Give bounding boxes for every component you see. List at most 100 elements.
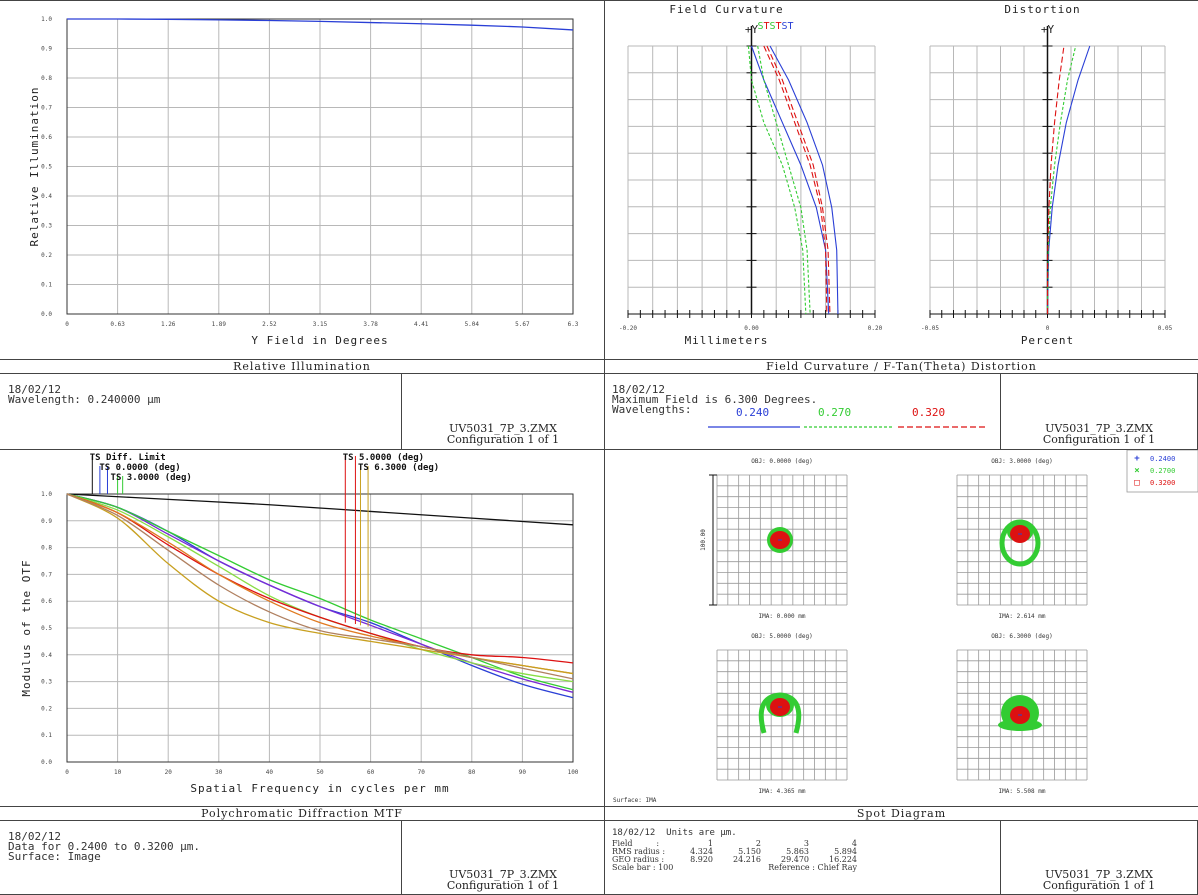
mtf-xtick-label: 60 bbox=[367, 769, 375, 776]
relative-illumination-caption: Relative Illumination bbox=[233, 360, 371, 373]
fc-series-line bbox=[763, 45, 828, 315]
spot-green-base bbox=[998, 719, 1042, 731]
mtf-legend-label: TS 5.0000 (deg) bbox=[343, 453, 424, 463]
spot-caption: Spot Diagram bbox=[856, 807, 947, 820]
mtf-xtick-label: 90 bbox=[519, 769, 527, 776]
spot-legend-symbol: □ bbox=[1134, 478, 1140, 488]
mtf-series-line bbox=[66, 493, 574, 675]
mtf-xtick-label: 10 bbox=[114, 769, 122, 776]
fc-file-name: UV5031_7P_3.ZMX bbox=[1045, 422, 1153, 435]
ri-ytick-label: 0.0 bbox=[41, 311, 52, 318]
mtf-legend-label: TS 3.0000 (deg) bbox=[111, 473, 192, 483]
ri-configuration: Configuration 1 of 1 bbox=[446, 433, 560, 446]
ri-ytick-label: 0.3 bbox=[41, 223, 52, 230]
spot-legend-label: 0.3200 bbox=[1150, 479, 1175, 487]
spot-ima-label: IMA: 4.365 mm bbox=[759, 788, 806, 795]
mtf-xtick-label: 30 bbox=[215, 769, 223, 776]
mtf-xtick-label: 70 bbox=[418, 769, 426, 776]
ri-ytick-label: 0.4 bbox=[41, 193, 52, 200]
spot-row-geo: GEO radius : 8.920 24.216 29.470 16.224 bbox=[608, 856, 861, 864]
mtf-ytick-label: 0.1 bbox=[41, 732, 52, 739]
fc-wavelength-2: 0.270 bbox=[818, 406, 852, 419]
spot-field-4: OBJ: 6.3000 (deg) IMA: 5.508 mm bbox=[956, 633, 1088, 795]
spot-surface-label: Surface: IMA bbox=[613, 797, 657, 804]
spot-configuration: Configuration 1 of 1 bbox=[1042, 879, 1156, 892]
spot-file-name: UV5031_7P_3.ZMX bbox=[1045, 868, 1153, 881]
spot-field-sep: : bbox=[656, 839, 660, 848]
mtf-ytick-label: 0.7 bbox=[41, 571, 52, 578]
mtf-ylabel: Modulus of the OTF bbox=[20, 559, 33, 696]
mtf-file-name: UV5031_7P_3.ZMX bbox=[449, 868, 557, 881]
fc-wavelength-3: 0.320 bbox=[912, 406, 946, 419]
mtf-series-line bbox=[66, 493, 574, 526]
spot-cell: 24.216 bbox=[733, 855, 762, 864]
ri-xtick-label: 5.04 bbox=[465, 321, 480, 328]
fc-ylabel: +Y bbox=[745, 23, 759, 36]
spot-row-field: Field : 1 2 3 4 bbox=[608, 840, 861, 848]
spot-scale-bar: Scale bar : 100 bbox=[612, 863, 674, 872]
fc-series-line bbox=[750, 45, 830, 315]
field-curvature-caption: Field Curvature / F-Tan(Theta) Distortio… bbox=[766, 360, 1037, 373]
mtf-xtick-label: 80 bbox=[468, 769, 476, 776]
spot-cell: 4 bbox=[851, 839, 858, 848]
mtf-date: 18/02/12 bbox=[8, 830, 61, 843]
spot-header-line: 18/02/12 Units are µm. bbox=[612, 828, 737, 838]
ri-series-line bbox=[67, 18, 574, 31]
ri-xtick-label: 0 bbox=[65, 321, 69, 328]
fc-wavelengths-label: Wavelengths: bbox=[612, 403, 692, 416]
fc-legend-label: T bbox=[776, 21, 782, 32]
spot-row-rms: RMS radius : 4.324 5.150 5.863 5.894 bbox=[608, 848, 861, 856]
mtf-legend-label: TS Diff. Limit bbox=[90, 452, 166, 463]
ri-xtick-label: 0.63 bbox=[110, 321, 125, 328]
ri-ytick-label: 0.9 bbox=[41, 46, 52, 53]
spot-field-2: OBJ: 3.0000 (deg) IMA: 2.614 mm bbox=[956, 458, 1088, 620]
ri-ytick-label: 0.2 bbox=[41, 252, 52, 259]
spot-table: Field : 1 2 3 4 RMS radius : 4.324 5.150… bbox=[608, 840, 861, 872]
spot-cell: 16.224 bbox=[829, 855, 858, 864]
fc-max-field: Maximum Field is 6.300 Degrees. bbox=[612, 393, 818, 406]
mtf-series-line bbox=[66, 493, 574, 680]
mtf-chart: 0 10 20 30 40 50 60 70 80 90 100 0.0 0.1 0.2 0.3 0.4 0.5… bbox=[20, 452, 579, 795]
ri-ytick-label: 0.7 bbox=[41, 105, 52, 112]
spot-obj-label: OBJ: 0.0000 (deg) bbox=[751, 458, 812, 465]
mtf-series-line bbox=[66, 493, 574, 691]
frame-top bbox=[0, 0, 1198, 1]
fc-series-line bbox=[757, 45, 811, 315]
fc-series-line bbox=[769, 45, 839, 315]
mtf-xtick-label: 0 bbox=[65, 769, 69, 776]
spot-row-label: RMS radius : bbox=[612, 847, 666, 856]
spot-reference: Reference : Chief Ray bbox=[768, 863, 858, 872]
spot-legend-label: 0.2700 bbox=[1150, 467, 1175, 475]
spot-cell: 5.863 bbox=[786, 847, 810, 856]
frame-divider-1 bbox=[0, 359, 1198, 360]
mtf-ytick-label: 1.0 bbox=[41, 491, 52, 498]
mtf-configuration: Configuration 1 of 1 bbox=[446, 879, 560, 892]
spot-obj-label: OBJ: 3.0000 (deg) bbox=[991, 458, 1052, 465]
fc-legend-label: T bbox=[764, 21, 770, 32]
spot-legend-label: 0.2400 bbox=[1150, 455, 1175, 463]
spot-cell: 4.324 bbox=[690, 847, 714, 856]
spot-cell: 8.920 bbox=[690, 855, 714, 864]
spot-row-label: Field bbox=[612, 839, 633, 848]
fc-xlabel: Millimeters bbox=[685, 334, 769, 347]
mtf-ytick-label: 0.8 bbox=[41, 545, 52, 552]
frame-divider-4 bbox=[0, 806, 1198, 807]
mtf-xtick-label: 40 bbox=[266, 769, 274, 776]
spot-ima-label: IMA: 5.508 mm bbox=[999, 788, 1046, 795]
mtf-ytick-label: 0.3 bbox=[41, 679, 52, 686]
spot-row-scale: Scale bar : 100 Reference : Chief Ray bbox=[608, 864, 861, 872]
mtf-ytick-label: 0.9 bbox=[41, 518, 52, 525]
fc-series-line bbox=[747, 45, 807, 315]
mtf-legend-label: TS 6.3000 (deg) bbox=[358, 463, 439, 473]
ri-xtick-label: 4.41 bbox=[414, 321, 429, 328]
mtf-plot-frame bbox=[66, 493, 574, 763]
ri-ylabel: Relative Illumination bbox=[28, 86, 41, 246]
ri-ytick-label: 0.1 bbox=[41, 282, 52, 289]
mtf-ytick-label: 0.6 bbox=[41, 598, 52, 605]
fc-series-line bbox=[766, 45, 831, 315]
dist-xtick-label: 0.05 bbox=[1158, 325, 1173, 332]
fc-date: 18/02/12 bbox=[612, 383, 665, 396]
fc-legend-label: S bbox=[782, 21, 788, 32]
dist-ylabel: +Y bbox=[1041, 23, 1055, 36]
